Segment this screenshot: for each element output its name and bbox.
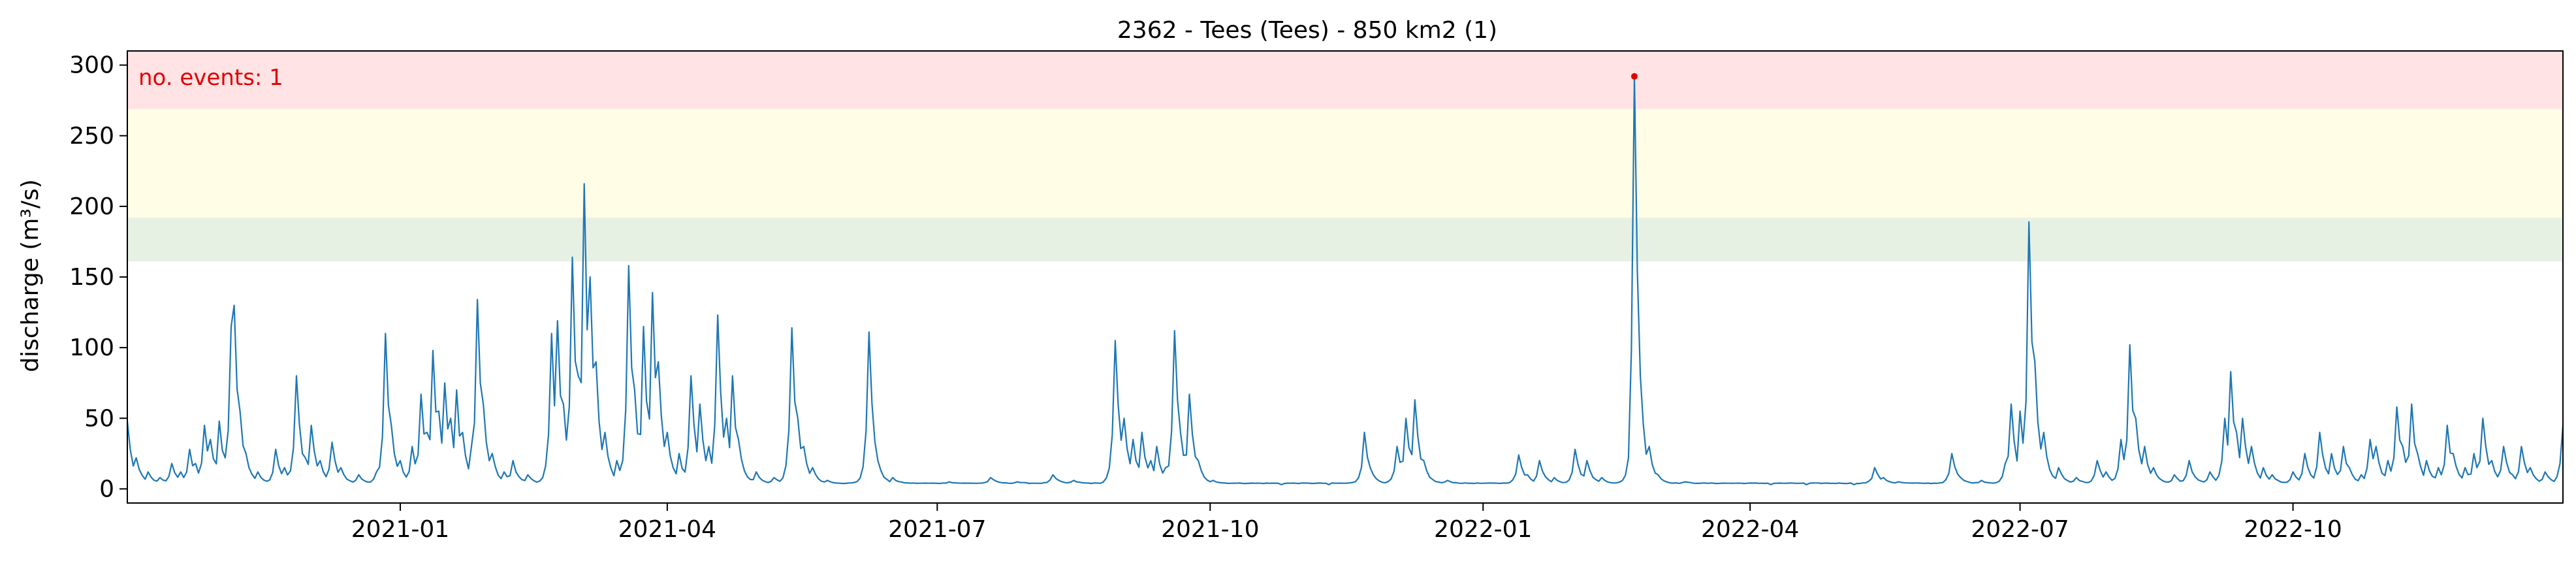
- threshold-band-red: [127, 51, 2563, 109]
- y-tick-label: 0: [99, 476, 114, 502]
- event-count-annotation: no. events: 1: [138, 65, 283, 91]
- y-tick-label: 100: [69, 334, 114, 361]
- threshold-band-green: [127, 218, 2563, 262]
- y-tick-label: 150: [69, 264, 114, 291]
- y-axis-label: discharge (m³/s): [17, 179, 44, 372]
- chart-title: 2362 - Tees (Tees) - 850 km2 (1): [1117, 17, 1497, 44]
- y-tick-label: 50: [84, 405, 114, 432]
- axes: 0 50 100 150 200 250 300 2021-01 2021-04 2021-07 2…: [69, 50, 2564, 543]
- x-tick-label: 2022-07: [1971, 516, 2069, 543]
- series-line-0: [126, 75, 2564, 485]
- y-tick-label: 200: [69, 193, 114, 220]
- threshold-band-yellow: [127, 108, 2563, 218]
- series-layer: [126, 75, 2564, 485]
- event-point-0: [1630, 73, 1638, 80]
- y-tick-label: 250: [69, 123, 114, 150]
- x-tick-label: 2021-04: [618, 516, 716, 543]
- y-tick-label: 300: [69, 52, 114, 79]
- x-tick-label: 2022-01: [1434, 516, 1532, 543]
- x-tick-label: 2021-07: [888, 516, 986, 543]
- x-tick-label: 2022-10: [2244, 516, 2342, 543]
- x-tick-label: 2021-10: [1161, 516, 1259, 543]
- threshold-bands: [127, 51, 2563, 262]
- x-tick-label: 2021-01: [351, 516, 449, 543]
- x-tick-label: 2022-04: [1701, 516, 1799, 543]
- event-markers: [1630, 73, 1638, 80]
